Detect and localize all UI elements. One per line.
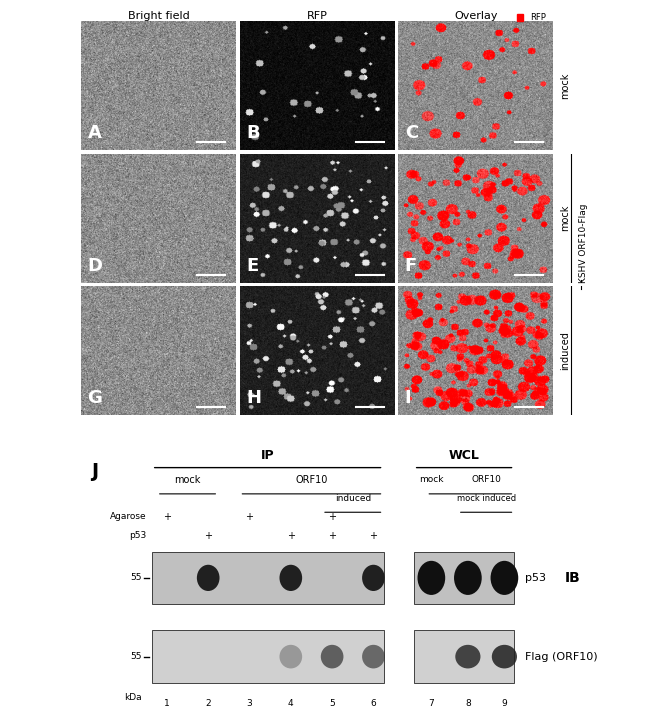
Text: p53: p53 — [525, 573, 545, 583]
Text: G: G — [88, 390, 102, 407]
Text: mock: mock — [560, 205, 571, 231]
Ellipse shape — [197, 565, 220, 591]
FancyBboxPatch shape — [152, 552, 384, 604]
Text: 2: 2 — [205, 699, 211, 707]
Text: +: + — [204, 530, 212, 540]
Ellipse shape — [280, 565, 302, 591]
Text: IB: IB — [565, 571, 580, 585]
Text: H: H — [246, 390, 261, 407]
FancyBboxPatch shape — [414, 552, 514, 604]
Ellipse shape — [491, 561, 518, 595]
Title: Overlay: Overlay — [454, 11, 498, 21]
Text: ORF10: ORF10 — [471, 476, 501, 484]
Text: 3: 3 — [246, 699, 252, 707]
Ellipse shape — [362, 645, 385, 668]
Text: +: + — [369, 530, 378, 540]
Text: Flag (ORF10): Flag (ORF10) — [525, 652, 597, 662]
Title: Bright field: Bright field — [128, 11, 190, 21]
Text: 55: 55 — [130, 573, 142, 582]
Text: 8: 8 — [465, 699, 471, 707]
Text: +: + — [163, 512, 171, 523]
Ellipse shape — [417, 561, 445, 595]
Ellipse shape — [492, 645, 517, 668]
Text: 55: 55 — [130, 652, 142, 661]
Text: p53: p53 — [129, 530, 147, 540]
Text: D: D — [88, 257, 103, 275]
Text: ORF10: ORF10 — [295, 476, 328, 486]
Text: +: + — [328, 530, 336, 540]
Text: +: + — [246, 512, 254, 523]
Text: 6: 6 — [370, 699, 376, 707]
Text: kDa: kDa — [124, 693, 142, 702]
Text: KSHV ORF10-Flag: KSHV ORF10-Flag — [579, 203, 588, 282]
Text: F: F — [405, 257, 417, 275]
Text: C: C — [405, 124, 418, 142]
Text: mock: mock — [174, 476, 201, 486]
Ellipse shape — [321, 645, 343, 668]
Text: 5: 5 — [330, 699, 335, 707]
Ellipse shape — [454, 561, 482, 595]
Text: mock induced: mock induced — [456, 494, 515, 503]
Title: RFP: RFP — [307, 11, 328, 21]
Text: I: I — [405, 390, 411, 407]
Ellipse shape — [455, 645, 480, 668]
Text: B: B — [246, 124, 260, 142]
Text: +: + — [328, 512, 336, 523]
Text: mock: mock — [419, 476, 443, 484]
Text: 4: 4 — [288, 699, 294, 707]
Ellipse shape — [280, 645, 302, 668]
Text: induced: induced — [335, 494, 371, 503]
Ellipse shape — [362, 565, 385, 591]
Text: 9: 9 — [502, 699, 507, 707]
Text: 7: 7 — [428, 699, 434, 707]
Text: WCL: WCL — [448, 449, 480, 462]
Text: E: E — [246, 257, 258, 275]
FancyBboxPatch shape — [414, 631, 514, 683]
Text: +: + — [287, 530, 295, 540]
Text: A: A — [88, 124, 101, 142]
Text: mock: mock — [560, 73, 571, 99]
Text: J: J — [91, 462, 98, 481]
Legend: RFP: RFP — [514, 10, 549, 26]
Text: Agarose: Agarose — [110, 512, 147, 521]
Text: induced: induced — [560, 331, 571, 370]
FancyBboxPatch shape — [152, 631, 384, 683]
Text: IP: IP — [261, 449, 274, 462]
Text: 1: 1 — [164, 699, 170, 707]
